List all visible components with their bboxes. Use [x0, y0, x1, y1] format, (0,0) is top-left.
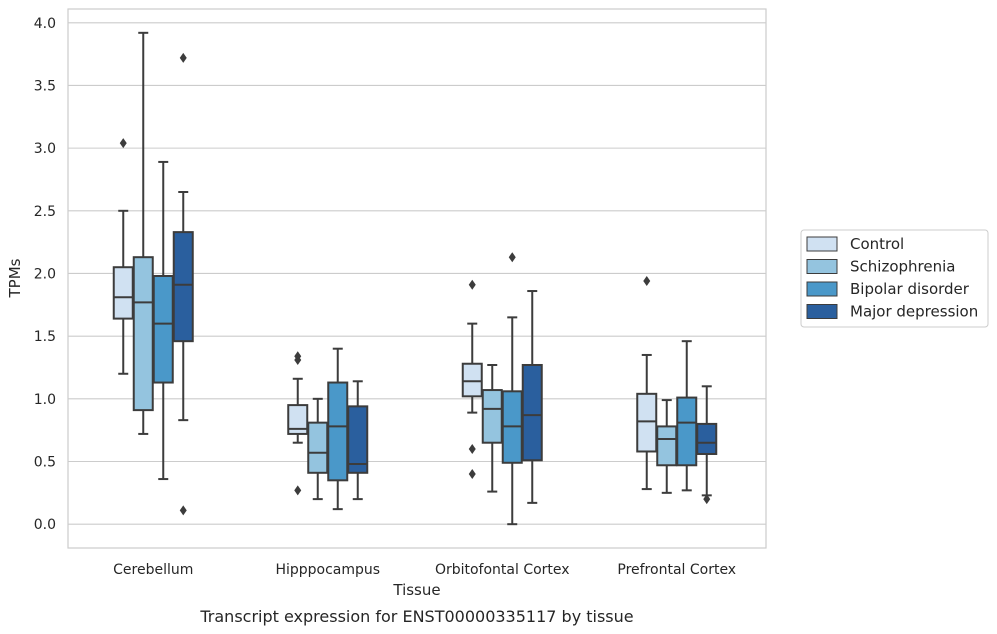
box-iqr	[636, 392, 658, 453]
box-iqr	[347, 405, 369, 474]
box-control	[287, 351, 309, 496]
box-iqr	[327, 381, 349, 482]
box-iqr	[112, 266, 134, 320]
outlier-point	[294, 351, 302, 362]
outlier-point	[119, 138, 127, 149]
y-axis-label: TPMs	[6, 258, 24, 298]
box-schizophrenia	[481, 363, 503, 493]
box-iqr	[521, 363, 543, 462]
legend: Control Schizophrenia Bipolar disorder Majo…	[800, 229, 989, 328]
legend-swatch	[806, 236, 838, 252]
legend-label: Bipolar disorder	[850, 280, 970, 298]
box-major-depression	[521, 290, 543, 504]
x-tick-label: Prefrontal Cortex	[617, 562, 736, 578]
box-iqr	[287, 404, 309, 435]
y-tick-label: 0.0	[34, 517, 56, 533]
outlier-point	[703, 494, 711, 505]
legend-swatch	[806, 259, 838, 274]
box-iqr	[676, 396, 698, 467]
box-iqr	[132, 256, 154, 412]
legend-label: Major depression	[850, 303, 978, 321]
outlier-point	[468, 469, 476, 480]
box-major-depression	[696, 385, 718, 505]
box-control	[636, 276, 658, 491]
box-major-depression	[172, 52, 194, 516]
outlier-point	[643, 276, 651, 287]
box-iqr	[307, 421, 329, 474]
box-iqr	[656, 425, 678, 467]
box-iqr	[152, 274, 174, 384]
legend-swatch	[806, 281, 838, 297]
y-tick-label: 2.0	[34, 266, 56, 282]
boxes	[112, 31, 718, 526]
y-tick-labels: 0.0 0.5 1.0 1.5 2.0 2.5 3.0 3.5 4.0	[34, 16, 56, 533]
plot-frame	[67, 8, 767, 549]
box-major-depression	[347, 380, 369, 501]
box-iqr	[461, 362, 483, 398]
legend-frame	[800, 229, 989, 328]
outlier-point	[179, 52, 187, 63]
legend-label: Schizophrenia	[850, 258, 955, 276]
outlier-point	[508, 252, 516, 263]
outlier-point	[294, 485, 302, 496]
x-tick-labels: Cerebellum Hipppocampus Orbitofontal Corte…	[113, 562, 736, 578]
outlier-point	[468, 279, 476, 290]
outlier-point	[468, 443, 476, 454]
box-schizophrenia	[132, 31, 154, 435]
figure-caption: Transcript expression for ENST0000033511…	[199, 607, 633, 626]
box-iqr	[481, 389, 503, 444]
y-tick-label: 3.0	[34, 141, 56, 157]
box-iqr	[696, 422, 718, 455]
x-tick-label: Orbitofontal Cortex	[435, 562, 570, 578]
box-control	[461, 279, 483, 480]
y-tick-label: 3.5	[34, 78, 56, 94]
outlier-point	[179, 505, 187, 516]
x-tick-label: Cerebellum	[113, 562, 193, 578]
y-tick-label: 0.5	[34, 455, 56, 471]
box-bipolar-disorder	[501, 252, 523, 526]
x-axis-label: Tissue	[392, 581, 440, 599]
box-bipolar-disorder	[327, 347, 349, 511]
y-tick-label: 1.0	[34, 392, 56, 408]
x-tick-label: Hipppocampus	[275, 562, 380, 578]
y-tick-label: 4.0	[34, 16, 56, 32]
box-schizophrenia	[307, 397, 329, 501]
legend-label: Control	[850, 235, 904, 253]
legend-swatch	[806, 304, 838, 319]
y-tick-label: 2.5	[34, 204, 56, 220]
box-iqr	[172, 231, 194, 343]
y-tick-label: 1.5	[34, 329, 56, 345]
legend-items: Control Schizophrenia Bipolar disorder Majo…	[806, 235, 978, 321]
